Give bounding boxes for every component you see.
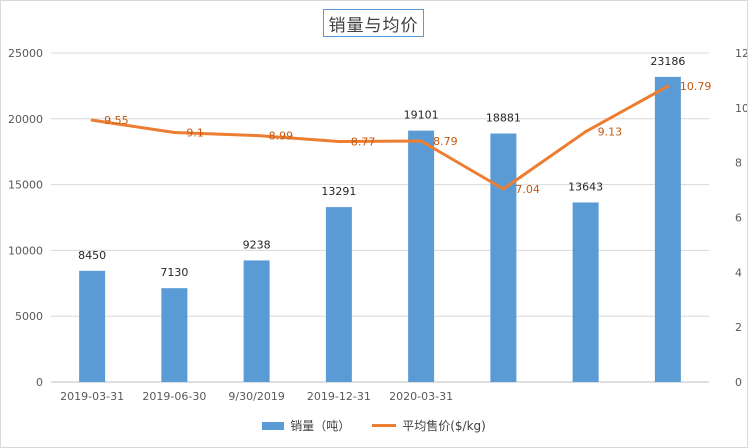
legend-swatch-line — [372, 424, 397, 427]
bar — [243, 260, 270, 382]
bar-data-label: 7130 — [160, 266, 188, 279]
x-tick-label: 2019-12-31 — [307, 390, 371, 403]
price-point — [584, 130, 588, 134]
y-right-tick-label: 8 — [735, 157, 742, 170]
line-data-label: 7.04 — [515, 183, 540, 196]
bar — [408, 130, 435, 382]
y-right-tick-label: 12 — [735, 47, 747, 60]
y-left-tick-label: 15000 — [8, 179, 43, 192]
line-data-label: 8.77 — [351, 136, 376, 149]
y-left-tick-label: 20000 — [8, 113, 43, 126]
x-tick-label: 2020-03-31 — [389, 390, 453, 403]
price-point — [90, 118, 94, 122]
price-point — [501, 187, 505, 191]
bar — [654, 76, 681, 382]
price-point — [666, 84, 670, 88]
bar-data-label: 23186 — [650, 55, 685, 68]
price-point — [255, 134, 259, 138]
chart-title: 销量与均价 — [323, 9, 424, 37]
price-point — [337, 140, 341, 144]
legend-label-price: 平均售价($/kg) — [402, 419, 486, 433]
price-point — [172, 131, 176, 135]
line-data-label: 9.1 — [186, 127, 204, 140]
price-line — [91, 84, 669, 191]
y-left-tick-label: 0 — [36, 376, 43, 389]
legend-item-price: 平均售价($/kg) — [372, 417, 486, 434]
bar — [79, 270, 106, 382]
line-data-label: 9.13 — [598, 126, 623, 139]
bar-data-label: 18881 — [486, 112, 521, 125]
price-point — [419, 139, 423, 143]
y-right-tick-label: 4 — [735, 266, 742, 279]
bar-data-label: 9238 — [243, 238, 271, 251]
bar — [161, 288, 188, 382]
y-right-tick-label: 10 — [735, 102, 747, 115]
line-data-label: 8.99 — [269, 130, 294, 143]
x-tick-label: 2019-03-31 — [60, 390, 124, 403]
y-left-tick-label: 5000 — [15, 310, 43, 323]
x-tick-label: 2019-06-30 — [142, 390, 206, 403]
bar-data-label: 19101 — [404, 109, 439, 122]
legend-item-sales: 销量（吨） — [262, 417, 350, 434]
legend-label-sales: 销量（吨） — [290, 419, 351, 433]
bar — [572, 202, 599, 382]
legend-swatch-bar — [262, 421, 285, 430]
y-right-tick-label: 6 — [735, 212, 742, 225]
line-data-label: 10.79 — [680, 80, 712, 93]
legend: 销量（吨） 平均售价($/kg) — [1, 417, 747, 434]
bar — [490, 133, 517, 382]
y-left-tick-label: 25000 — [8, 47, 43, 60]
bar-data-label: 13291 — [321, 185, 356, 198]
y-left-tick-label: 10000 — [8, 244, 43, 257]
line-data-label: 8.79 — [433, 135, 458, 148]
y-right-tick-label: 0 — [735, 376, 742, 389]
line-data-label: 9.55 — [104, 114, 129, 127]
y-right-tick-label: 2 — [735, 321, 742, 334]
x-tick-label: 9/30/2019 — [228, 390, 284, 403]
bar — [325, 207, 352, 382]
bar-data-label: 8450 — [78, 249, 106, 262]
bar-data-label: 13643 — [568, 180, 603, 193]
